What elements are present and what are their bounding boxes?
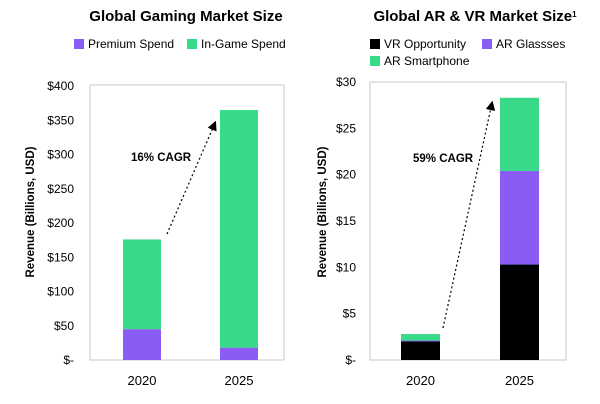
gaming-bar-2025-premium-spend xyxy=(220,347,258,360)
arvr-y-tick-label: $30 xyxy=(336,75,356,89)
legend-swatch-in-game-spend xyxy=(187,39,197,49)
gaming-bar-2020-in-game-spend xyxy=(123,239,161,330)
arvr-cagr-arrow xyxy=(442,100,496,329)
gaming-y-tick-label: $300 xyxy=(47,148,74,162)
arvr-x-ticks: 2020 2025 xyxy=(406,373,534,388)
arvr-chart: Global AR & VR Market Size1 VR Opportuni… xyxy=(317,8,577,388)
arvr-bars xyxy=(401,97,539,360)
arvr-y-tick-label: $5 xyxy=(343,307,357,321)
legend-label-vr-opportunity: VR Opportunity xyxy=(384,37,466,51)
gaming-y-tick-label: $400 xyxy=(47,79,74,93)
legend-label-premium-spend: Premium Spend xyxy=(88,37,174,51)
gaming-x-tick-label: 2025 xyxy=(225,373,254,388)
legend-label-in-game-spend: In-Game Spend xyxy=(201,37,286,51)
arvr-bar-2020-ar-smartphone xyxy=(401,334,440,341)
arvr-bar-2025-ar-smartphone xyxy=(500,97,539,171)
legend-swatch-premium-spend xyxy=(74,39,84,49)
arvr-x-tick-label: 2025 xyxy=(505,373,534,388)
gaming-y-axis-label: Revenue (Billions, USD) xyxy=(25,146,37,277)
arvr-y-tick-label: $15 xyxy=(336,214,356,228)
arvr-y-tick-label: $10 xyxy=(336,260,356,274)
arvr-chart-title: Global AR & VR Market Size1 xyxy=(373,8,577,25)
gaming-y-tick-label: $150 xyxy=(47,250,74,264)
gaming-y-tick-label: $200 xyxy=(47,216,74,230)
arvr-x-tick-label: 2020 xyxy=(406,373,435,388)
gaming-y-tick-label: $250 xyxy=(47,182,74,196)
gaming-x-ticks: 2020 2025 xyxy=(128,373,254,388)
gaming-bars xyxy=(123,109,258,360)
legend-swatch-vr-opportunity xyxy=(370,39,380,49)
gaming-plot-frame xyxy=(89,84,285,361)
arvr-y-tick-label: $25 xyxy=(336,121,356,135)
gaming-x-tick-label: 2020 xyxy=(128,373,157,388)
gaming-y-ticks: $- $50 $100 $150 $200 $250 $300 $350 $400 xyxy=(47,79,74,367)
gaming-y-tick-label: $350 xyxy=(47,113,74,127)
legend-swatch-ar-glasses xyxy=(482,39,492,49)
arvr-bar-2020-vr-opportunity xyxy=(401,341,440,360)
legend-label-ar-glasses: AR Glassses xyxy=(496,37,565,51)
arvr-bar-2020-ar-glassses xyxy=(401,340,440,342)
arvr-y-ticks: $- $5 $10 $15 $20 $25 $30 xyxy=(336,75,356,367)
arvr-bar-2025-vr-opportunity xyxy=(500,264,539,360)
gaming-bar-2025-in-game-spend xyxy=(220,109,258,348)
gaming-y-tick-label: $50 xyxy=(54,319,74,333)
arvr-y-axis-label: Revenue (Billions, USD) xyxy=(317,146,329,277)
gaming-cagr-arrow xyxy=(166,120,217,235)
arvr-title-footnote: 1 xyxy=(572,10,577,19)
arvr-y-tick-label: $- xyxy=(345,353,356,367)
gaming-chart-title: Global Gaming Market Size xyxy=(89,8,282,25)
legend-label-ar-smartphone: AR Smartphone xyxy=(384,54,470,68)
arvr-cagr-label: 59% CAGR xyxy=(413,153,474,165)
gaming-y-tick-label: $100 xyxy=(47,285,74,299)
legend-swatch-ar-smartphone xyxy=(370,56,380,66)
gaming-bar-2020-premium-spend xyxy=(123,329,161,360)
arvr-y-tick-label: $20 xyxy=(336,168,356,182)
gaming-cagr-label: 16% CAGR xyxy=(131,152,192,164)
gaming-y-tick-label: $- xyxy=(63,353,74,367)
arvr-bar-2025-ar-glassses xyxy=(500,170,539,265)
arvr-plot-frame xyxy=(369,81,567,361)
gaming-chart: Global Gaming Market Size Premium Spend … xyxy=(25,8,286,388)
